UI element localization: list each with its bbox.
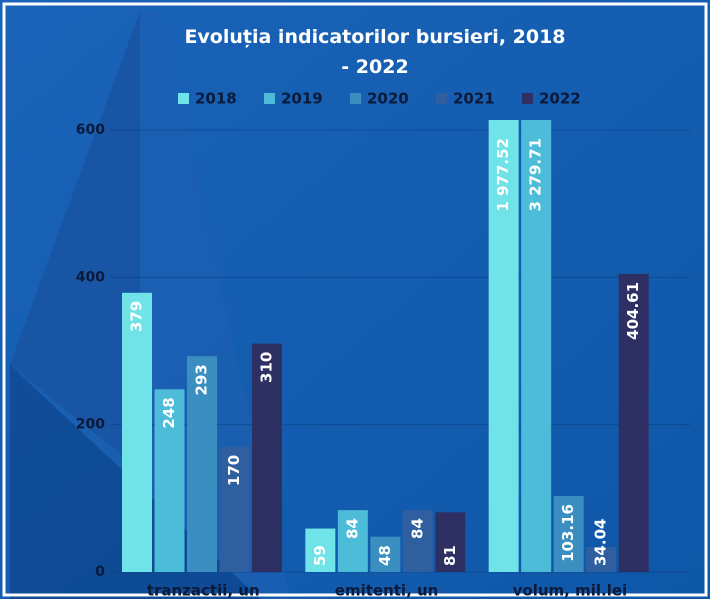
data-label: 34.04: [592, 519, 610, 566]
data-label: 84: [408, 518, 426, 539]
data-label: 379: [128, 301, 146, 332]
data-label: 170: [225, 455, 243, 486]
legend-swatch: [522, 93, 533, 104]
data-label: 81: [441, 545, 459, 566]
y-tick-label: 0: [95, 564, 105, 580]
legend-label: 2021: [453, 90, 495, 108]
data-label: 3 279.71: [527, 138, 545, 212]
legend-label: 2019: [281, 90, 323, 108]
legend-swatch: [178, 93, 189, 104]
x-tick-label: tranzactii, un: [147, 582, 260, 599]
data-label: 248: [160, 397, 178, 428]
page: 0 200 400 600 2018 2019 2020 2021 2022 tranzactii…: [0, 0, 710, 599]
bar: [122, 293, 152, 572]
y-tick-label: 600: [76, 122, 105, 138]
legend-swatch: [264, 93, 275, 104]
y-tick-label: 400: [76, 269, 105, 285]
chart-title: Evoluția indicatorilor bursieri, 2018 - …: [180, 22, 570, 82]
data-label: 103.16: [559, 504, 577, 562]
legend-label: 2022: [539, 90, 581, 108]
data-label: 310: [258, 352, 276, 383]
legend-label: 2020: [367, 90, 409, 108]
legend-swatch: [436, 93, 447, 104]
legend-label: 2018: [195, 90, 237, 108]
y-tick-label: 200: [76, 417, 105, 433]
x-tick-label: volum, mil.lei: [513, 582, 628, 599]
legend-swatch: [350, 93, 361, 104]
data-label: 59: [311, 545, 329, 566]
x-tick-label: emitenti, un: [335, 582, 439, 599]
data-label: 404.61: [624, 282, 642, 340]
data-label: 1 977.52: [494, 138, 512, 212]
chart: 0 200 400 600 2018 2019 2020 2021 2022 tranzactii…: [0, 0, 710, 599]
data-label: 293: [193, 364, 211, 395]
data-label: 48: [376, 545, 394, 566]
data-label: 84: [343, 518, 361, 539]
